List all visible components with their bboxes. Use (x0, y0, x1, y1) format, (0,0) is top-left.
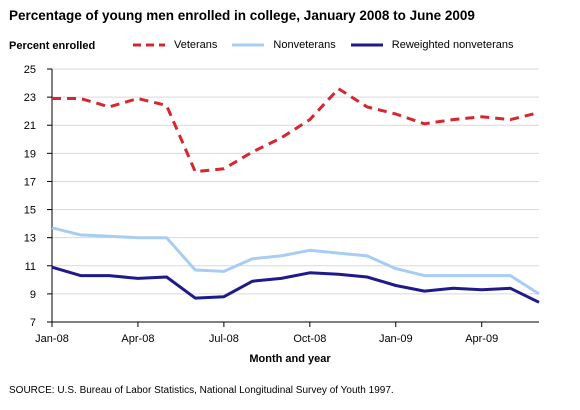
legend: Veterans Nonveterans Reweighted nonveter… (132, 39, 528, 51)
x-axis-label: Month and year (249, 353, 331, 365)
legend-swatch-reweighted (350, 43, 383, 47)
legend-label-reweighted: Reweighted nonveterans (391, 39, 514, 51)
x-tick-label-Jan-09: Jan-09 (379, 333, 413, 345)
y-tick-label-17: 17 (24, 176, 36, 188)
source-note: SOURCE: U.S. Bureau of Labor Statistics,… (9, 385, 394, 396)
legend-label-veterans: Veterans (174, 39, 218, 51)
x-tick-label-Jan-08: Jan-08 (35, 333, 69, 345)
y-tick-label-25: 25 (24, 64, 36, 76)
y-axis-label: Percent enrolled (9, 40, 96, 52)
y-tick-label-23: 23 (24, 92, 36, 104)
x-tick-label-Oct-08: Oct-08 (293, 333, 326, 345)
x-tick-label-Apr-08: Apr-08 (121, 333, 154, 345)
chart-title: Percentage of young men enrolled in coll… (9, 8, 475, 23)
legend-item-reweighted: Reweighted nonveterans (350, 39, 514, 51)
y-tick-label-13: 13 (24, 233, 36, 245)
series-line-nonveterans (51, 226, 540, 296)
legend-item-veterans: Veterans (132, 39, 217, 51)
y-tick-label-15: 15 (24, 205, 36, 217)
y-tick-label-9: 9 (30, 289, 36, 301)
legend-label-nonveterans: Nonveterans (273, 39, 336, 51)
y-tick-label-19: 19 (24, 148, 36, 160)
legend-swatch-nonveterans (232, 43, 265, 47)
legend-swatch-veterans (133, 43, 165, 47)
x-tick-label-Jul-08: Jul-08 (209, 333, 239, 345)
y-tick-label-21: 21 (24, 120, 36, 132)
legend-item-nonveterans: Nonveterans (231, 39, 336, 51)
series-line-reweighted-nonveterans (51, 265, 540, 304)
y-tick-label-11: 11 (25, 261, 36, 273)
y-tick-label-7: 7 (30, 317, 36, 329)
series-line-veterans (52, 87, 540, 174)
x-tick-label-Apr-09: Apr-09 (465, 333, 498, 345)
